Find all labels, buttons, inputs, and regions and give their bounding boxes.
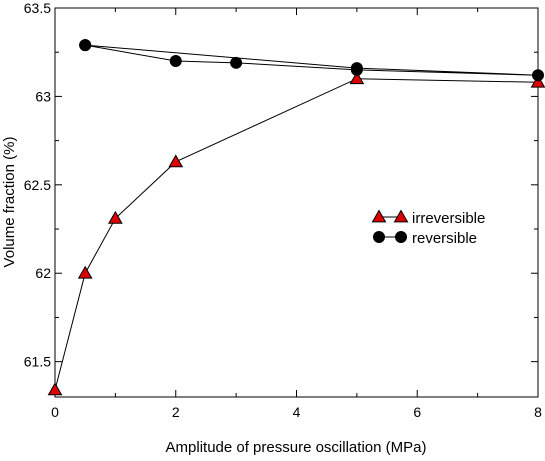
irreversible-point xyxy=(47,382,63,396)
irreversible-point xyxy=(168,154,184,168)
y-axis-label: Volume fraction (%) xyxy=(1,137,18,268)
reversible-point xyxy=(230,56,243,69)
irreversible-point xyxy=(108,210,123,224)
legend-box xyxy=(362,205,494,253)
legend-marker-irreversible xyxy=(393,209,409,223)
legend-marker-reversible xyxy=(395,231,407,243)
reversible-point xyxy=(350,62,363,75)
x-tick-label: 2 xyxy=(172,404,180,420)
reversible-point xyxy=(79,39,92,52)
series-line-reversible xyxy=(85,44,539,76)
legend: irreversible reversible xyxy=(362,205,494,253)
series-line-irreversible xyxy=(54,78,539,391)
y-tick-label: 61.5 xyxy=(24,354,51,370)
series-markers xyxy=(47,39,545,396)
reversible-point xyxy=(532,69,544,82)
x-tick-label: 8 xyxy=(534,404,542,420)
x-axis-label: Amplitude of pressure oscillation (MPa) xyxy=(166,439,427,456)
y-tick-label: 62.5 xyxy=(24,177,51,193)
x-tick-label: 0 xyxy=(51,404,59,420)
y-tick-label: 63.5 xyxy=(24,0,51,16)
x-tick-label: 6 xyxy=(413,404,421,420)
x-tick-label: 4 xyxy=(293,404,301,420)
reversible-point xyxy=(169,55,182,68)
legend-label-reversible: reversible xyxy=(412,230,477,247)
irreversible-point xyxy=(530,74,545,88)
axis-ticks: 0 2 4 6 8 61.5 62 62.5 63 63.5 xyxy=(24,0,542,420)
y-tick-label: 63 xyxy=(35,88,51,104)
y-tick-label: 62 xyxy=(35,265,51,281)
legend-label-irreversible: irreversible xyxy=(412,210,485,227)
irreversible-point xyxy=(77,265,93,279)
legend-marker-irreversible xyxy=(371,209,387,223)
irreversible-point xyxy=(349,71,365,85)
legend-marker-reversible xyxy=(373,231,385,243)
